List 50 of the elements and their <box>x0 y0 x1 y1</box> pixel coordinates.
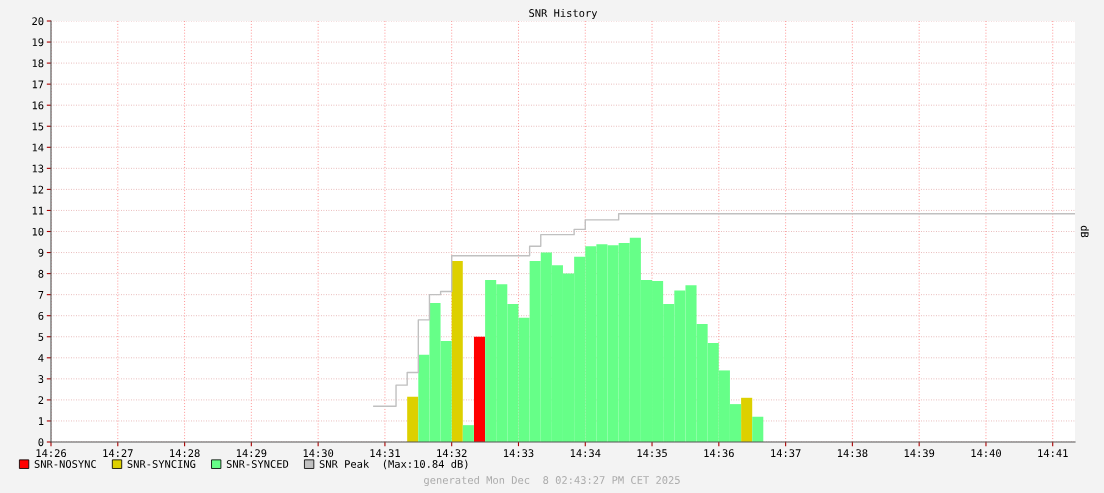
x-tick-label: 14:37 <box>771 449 801 458</box>
y-tick-label: 19 <box>32 38 44 47</box>
y-tick-label: 7 <box>38 291 44 299</box>
x-tick-label: 14:36 <box>704 449 734 458</box>
bar <box>752 416 764 442</box>
bar <box>473 336 486 442</box>
y-tick-label: 15 <box>32 122 44 131</box>
x-tick-label: 14:32 <box>437 449 467 458</box>
x-tick-label: 14:31 <box>370 449 400 458</box>
legend-label: SNR-NOSYNC <box>34 460 96 468</box>
y-axis-title: dB <box>1080 225 1089 238</box>
y-tick-label: 2 <box>38 396 44 404</box>
x-tick-label: 14:35 <box>637 449 667 458</box>
x-tick-label: 14:28 <box>170 449 200 458</box>
x-tick-label: 14:27 <box>103 449 133 457</box>
legend-label: SNR Peak (Max:10.84 dB) <box>319 459 468 470</box>
x-tick-label: 14:39 <box>904 449 935 458</box>
y-tick-label: 5 <box>38 333 44 341</box>
y-tick-label: 8 <box>38 269 44 278</box>
x-tick-label: 14:40 <box>971 449 1001 458</box>
legend-label: SNR-SYNCED <box>226 460 289 468</box>
y-tick-label: 11 <box>32 206 44 215</box>
y-tick-label: 18 <box>32 59 44 68</box>
legend-label: SNR-SYNCING <box>127 460 196 468</box>
y-tick-label: 1 <box>39 417 44 425</box>
x-tick-label: 14:41 <box>1038 449 1068 457</box>
y-tick-label: 13 <box>32 164 44 173</box>
chart-title: SNR History <box>529 8 598 19</box>
bar <box>462 425 474 442</box>
y-tick-label: 12 <box>32 185 44 194</box>
x-tick-label: 14:29 <box>236 449 267 458</box>
y-tick-label: 20 <box>32 17 44 26</box>
x-tick-label: 14:33 <box>504 449 534 458</box>
y-tick-label: 10 <box>32 227 44 236</box>
bar <box>407 396 419 442</box>
x-tick-label: 14:34 <box>570 449 601 458</box>
y-tick-label: 16 <box>32 101 44 110</box>
y-tick-label: 14 <box>32 143 44 152</box>
y-tick-label: 17 <box>32 80 44 89</box>
x-tick-label: 14:30 <box>303 449 334 458</box>
y-tick-label: 4 <box>38 354 44 362</box>
text: generated Mon Dec 8 02:43:27 PM CET 2025 <box>424 475 680 487</box>
y-tick-label: 3 <box>38 375 44 383</box>
x-tick-label: 14:26 <box>36 449 66 458</box>
y-tick-label: 0 <box>38 438 44 447</box>
y-tick-label: 9 <box>38 248 44 257</box>
y-tick-label: 6 <box>38 311 44 320</box>
bar <box>451 260 463 442</box>
x-tick-label: 14:38 <box>837 449 868 458</box>
bar <box>741 397 753 442</box>
